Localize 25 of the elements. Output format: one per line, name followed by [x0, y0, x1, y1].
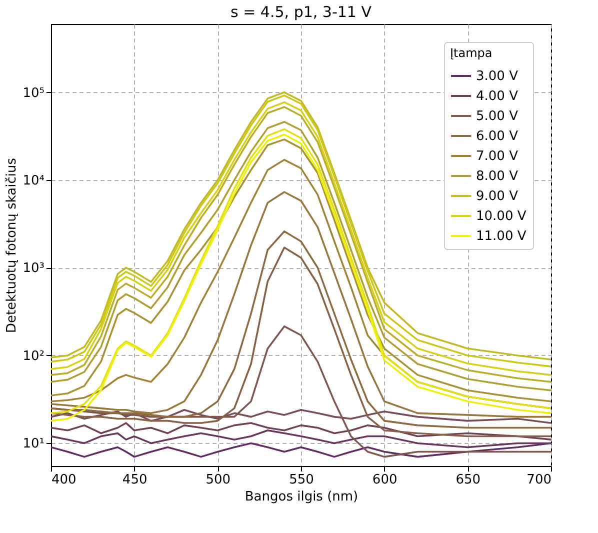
x-tick-label: 500 — [206, 472, 231, 488]
legend-label: 3.00 V — [476, 69, 518, 84]
y-tick-label: 10² — [22, 348, 44, 364]
legend-label: 9.00 V — [476, 189, 518, 204]
x-tick-label: 700 — [526, 472, 552, 488]
legend-label: 11.00 V — [476, 229, 526, 244]
x-tick-label: 650 — [456, 472, 481, 488]
legend-title: Įtampa — [450, 46, 492, 60]
x-tick-label: 600 — [372, 472, 398, 488]
chart-title: s = 4.5, p1, 3-11 V — [230, 3, 372, 21]
x-tick-label: 450 — [122, 472, 148, 488]
y-tick-label: 10⁵ — [22, 86, 44, 101]
y-tick-label: 10³ — [22, 261, 44, 276]
x-tick-label: 550 — [289, 472, 314, 488]
x-tick-label: 400 — [52, 472, 76, 488]
x-axis-title: Bangos ilgis (nm) — [244, 490, 358, 504]
y-tick-label: 10⁴ — [22, 174, 44, 189]
legend-label: 10.00 V — [476, 209, 526, 224]
legend-label: 7.00 V — [476, 149, 518, 164]
legend-label: 5.00 V — [476, 109, 518, 124]
legend-label: 4.00 V — [476, 89, 518, 104]
y-tick-label: 10¹ — [22, 436, 44, 452]
legend-label: 6.00 V — [476, 129, 518, 144]
legend-label: 8.00 V — [476, 169, 518, 184]
y-axis-title: Detektuotų fotonų skaičius — [4, 158, 20, 334]
